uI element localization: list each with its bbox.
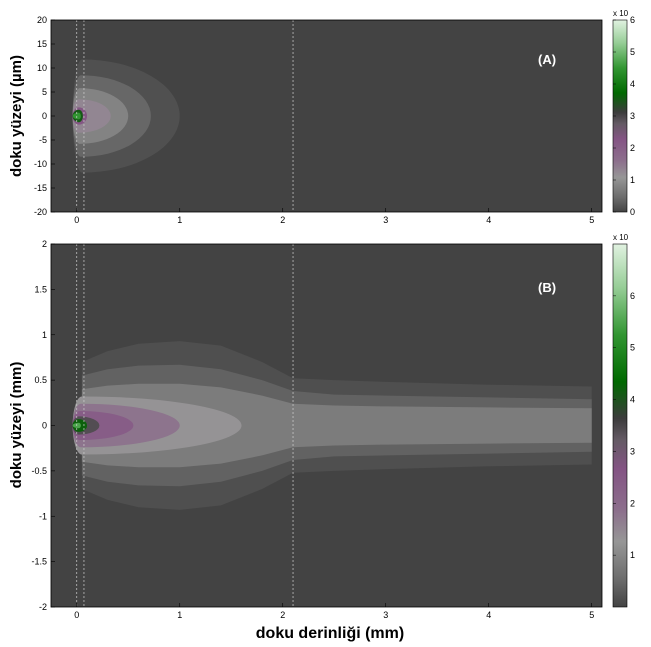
colorbar-tick-label: 1 (630, 550, 635, 560)
panel-b-x-ticks: 0 1 2 3 4 5 (74, 603, 594, 620)
y-tick-label: 2 (42, 239, 47, 249)
colorbar-tick-label: 6 (630, 291, 635, 301)
x-tick-label: 2 (280, 610, 285, 620)
x-tick-label: 2 (280, 215, 285, 225)
panel-b: (B) 2 1.5 1 0.5 0 -0.5 -1 -1.5 -2 0 1 2 3 4 5 doku yü… (8, 233, 635, 642)
y-tick-label: 10 (37, 63, 47, 73)
y-tick-label: -5 (39, 135, 47, 145)
panel-b-label: (B) (538, 280, 556, 295)
x-tick-label: 5 (589, 610, 594, 620)
y-tick-label: 5 (42, 87, 47, 97)
y-tick-label: 0 (42, 421, 47, 431)
x-tick-label: 4 (486, 610, 491, 620)
colorbar-tick-label: 4 (630, 79, 635, 89)
y-tick-label: -20 (34, 207, 47, 217)
colorbar-tick-label: 4 (630, 395, 635, 405)
y-tick-label: 1.5 (34, 284, 47, 294)
colorbar-tick-label: 2 (630, 498, 635, 508)
x-tick-label: 4 (486, 215, 491, 225)
colorbar-tick-label: 5 (630, 47, 635, 57)
y-tick-label: 20 (37, 15, 47, 25)
panel-a-x-ticks: 0 1 2 3 4 5 (74, 208, 594, 225)
x-tick-label: 3 (383, 215, 388, 225)
colorbar-tick-label: 5 (630, 343, 635, 353)
y-tick-label: -1 (39, 511, 47, 521)
panel-b-layer-boundaries (76, 244, 294, 607)
y-tick-label: 15 (37, 39, 47, 49)
y-tick-label: -0.5 (31, 466, 47, 476)
y-tick-label: -2 (39, 602, 47, 612)
colorbar-exponent-label: x 10 (613, 9, 629, 18)
x-tick-label: 0 (74, 610, 79, 620)
panel-b-ylabel: doku yüzeyi (mm) (8, 362, 25, 489)
colorbar-tick-label: 0 (630, 207, 635, 217)
x-axis-label: doku derinliği (mm) (256, 625, 404, 642)
panel-b-colorbar: 6 5 4 3 2 1 x 10 (612, 233, 635, 608)
x-tick-label: 5 (589, 215, 594, 225)
panel-a-y-ticks: 20 15 10 5 0 -5 -10 -15 -20 (34, 15, 55, 217)
x-tick-label: 3 (383, 610, 388, 620)
panel-b-field (72, 341, 592, 510)
contour-band-3 (72, 99, 111, 133)
colorbar-tick-label: 3 (630, 111, 635, 121)
panel-a-ylabel: doku yüzeyi (µm) (8, 55, 25, 177)
panel-b-y-ticks: 2 1.5 1 0.5 0 -0.5 -1 -1.5 -2 (31, 239, 55, 612)
x-tick-label: 1 (177, 610, 182, 620)
y-tick-label: 1 (42, 330, 47, 340)
panel-a-layer-boundaries (76, 20, 294, 212)
panel-a-field (72, 59, 180, 173)
y-tick-label: 0 (42, 111, 47, 121)
y-tick-label: 0.5 (34, 375, 47, 385)
colorbar-tick-label: 6 (630, 15, 635, 25)
colorbar-exponent-label: x 10 (613, 233, 629, 242)
x-tick-label: 0 (74, 215, 79, 225)
y-tick-label: -1.5 (31, 557, 47, 567)
colorbar-tick-label: 3 (630, 446, 635, 456)
colorbar-tick-label: 2 (630, 143, 635, 153)
x-tick-label: 1 (177, 215, 182, 225)
panel-a-colorbar: 6 5 4 3 2 1 0 x 10 (612, 9, 635, 217)
panel-a-label: (A) (538, 52, 556, 67)
envelope-contour-2 (81, 383, 592, 468)
y-tick-label: -10 (34, 159, 47, 169)
colorbar-tick-label: 1 (630, 175, 635, 185)
colorbar-gradient (612, 243, 628, 608)
y-tick-label: -15 (34, 183, 47, 193)
